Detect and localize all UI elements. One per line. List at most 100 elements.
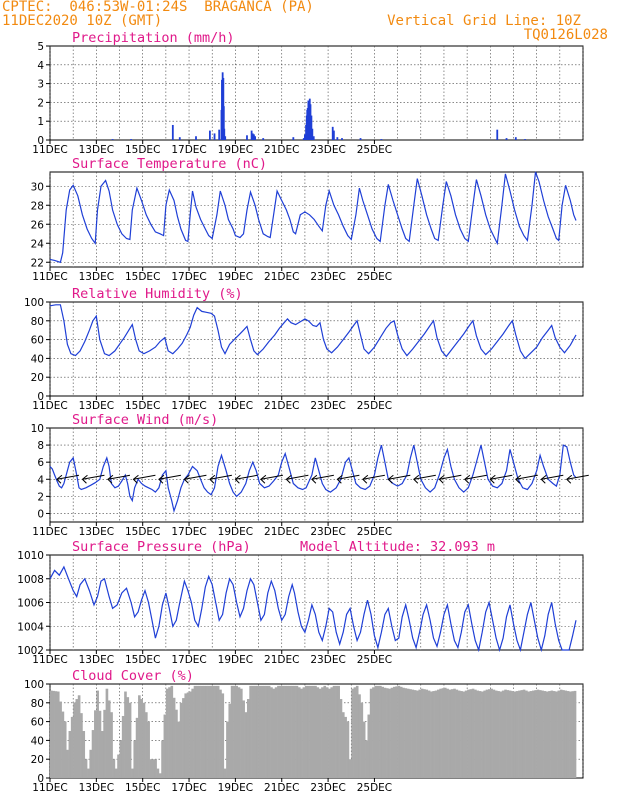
precip-bar — [171, 124, 174, 140]
wind-arrow-head — [132, 474, 139, 484]
cloud-bar — [318, 688, 322, 778]
cloud-bar — [358, 694, 361, 778]
cloud-bar — [321, 687, 324, 778]
cloud-bar — [96, 690, 99, 778]
cloud-bar — [511, 691, 514, 778]
cloud-xtick-label: 17DEC — [171, 782, 206, 794]
temp-xtick-label: 25DEC — [357, 271, 392, 283]
precip-bar — [380, 139, 383, 140]
cloud-bar — [337, 685, 340, 778]
cloud-bar — [253, 685, 257, 778]
cloud-bar — [483, 690, 486, 778]
cloud-title: Cloud Cover (%) — [72, 668, 194, 684]
precip-bar — [496, 129, 499, 140]
cloud-bar — [56, 691, 60, 778]
cloud-bar — [249, 685, 252, 778]
wind-arrow — [158, 474, 182, 480]
cloud-bar — [284, 685, 287, 778]
cloud-bar — [293, 685, 296, 778]
cloud-bar — [383, 687, 387, 778]
cloud-bar — [399, 686, 403, 778]
wind-arrow-head — [311, 474, 318, 484]
pres-ytick-label: 1010 — [17, 550, 44, 562]
cloud-bar — [323, 685, 327, 778]
wind-arrow — [311, 474, 334, 480]
cloud-bar — [492, 689, 496, 778]
cloud-bar — [230, 685, 234, 778]
cloud-bar — [205, 685, 208, 778]
cloud-bar — [175, 709, 178, 778]
wind-arrow-head — [464, 474, 471, 484]
cloud-bar — [562, 690, 565, 778]
cloud-bar — [256, 685, 259, 778]
rh-ytick-label: 60 — [31, 335, 44, 347]
cloud-bar — [154, 759, 157, 778]
cloud-bar — [325, 687, 329, 778]
precip-bar — [178, 137, 181, 140]
temp-xtick-label: 15DEC — [125, 271, 160, 283]
cloud-bar — [564, 690, 568, 778]
cloud-bar — [274, 687, 278, 778]
cloud-bar — [397, 685, 401, 778]
wind-xtick-label: 25DEC — [357, 526, 392, 538]
cloud-bar — [552, 691, 556, 778]
wind-arrow-head — [362, 474, 369, 484]
cloud-bar — [59, 701, 62, 778]
cloud-bar — [200, 685, 204, 778]
cloud-bar — [522, 689, 526, 778]
precip-bar — [218, 129, 221, 140]
cloud-bar — [478, 691, 482, 778]
cloud-bar — [388, 688, 391, 778]
cloud-bar — [103, 709, 106, 778]
wind-series-line — [49, 444, 577, 514]
wind-arrow-head — [285, 474, 292, 484]
precip-bar — [312, 136, 315, 140]
wind-ytick-label: 4 — [37, 474, 44, 486]
pres-series-line — [49, 565, 577, 653]
cloud-bar — [246, 699, 250, 778]
cloud-bar — [515, 691, 519, 778]
cloud-bar — [490, 688, 493, 778]
cloud-bar — [288, 685, 292, 778]
wind-arrow — [362, 474, 385, 480]
precip-bar — [253, 134, 255, 140]
cloud-bar — [355, 685, 359, 778]
rh-title: Relative Humidity (%) — [72, 286, 243, 302]
cloud-bar — [307, 685, 310, 778]
precip-bar — [514, 137, 517, 140]
temp-title: Surface Temperature (nC) — [72, 156, 267, 172]
cloud-bar — [467, 689, 470, 778]
cloud-bar — [416, 690, 419, 778]
wind-xtick-label: 11DEC — [32, 526, 67, 538]
wind-xtick-label: 19DEC — [218, 526, 253, 538]
wind-ytick-label: 6 — [37, 457, 44, 469]
cloud-bar — [80, 713, 83, 778]
wind-title: Surface Wind (m/s) — [72, 412, 218, 428]
cloud-bar — [242, 700, 245, 778]
cloud-bar — [409, 689, 412, 778]
cloud-bar — [446, 688, 449, 778]
cloud-bar — [439, 688, 442, 778]
cloud-bar — [351, 688, 354, 778]
temp-xtick-label: 17DEC — [171, 271, 206, 283]
cloud-bar — [209, 685, 213, 778]
rh-series-line — [49, 304, 577, 360]
wind-xtick-label: 23DEC — [310, 526, 345, 538]
precip-bar — [222, 106, 225, 140]
precip-xtick-label: 13DEC — [79, 144, 114, 156]
cloud-bar — [189, 691, 192, 778]
cloud-bar — [219, 689, 222, 778]
pres-xtick-label: 25DEC — [357, 654, 392, 666]
cloud-bar — [339, 699, 343, 778]
cloud-bar — [346, 721, 350, 778]
cloud-bar — [281, 685, 285, 778]
cloud-bar — [286, 685, 289, 778]
rh-ytick-label: 20 — [31, 372, 44, 384]
cloud-bar — [374, 685, 378, 778]
wind-xtick-label: 17DEC — [171, 526, 206, 538]
wind-arrow-head — [566, 474, 573, 484]
precip-bar — [130, 139, 133, 140]
cloud-bar — [272, 688, 276, 778]
wind-arrow — [235, 474, 258, 480]
cloud-bar — [348, 759, 352, 778]
